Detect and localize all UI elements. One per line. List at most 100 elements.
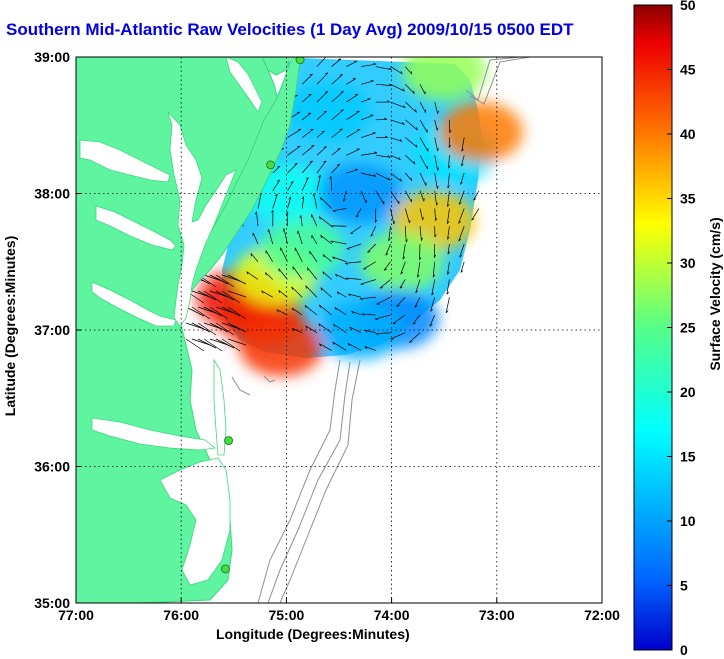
x-tick-label: 77:00 <box>58 607 94 623</box>
velocity-arrow-head <box>373 62 377 65</box>
delaware-bay <box>225 57 263 113</box>
velocity-arrow-head <box>403 105 406 109</box>
velocity-arrow <box>375 66 392 71</box>
velocity-arrow-head <box>367 97 371 100</box>
velocity-arrow <box>346 129 361 138</box>
velocity-arrow-head <box>360 283 364 286</box>
velocity-arrow <box>447 190 450 207</box>
y-tick-label: 36:00 <box>34 459 70 475</box>
velocity-arrow <box>197 306 217 314</box>
velocity-arrow <box>316 130 325 138</box>
velocity-arrow <box>215 290 235 301</box>
velocity-arrow <box>334 307 347 316</box>
velocity-arrow <box>367 243 377 253</box>
velocity-arrow <box>320 287 332 298</box>
velocity-arrow-head <box>320 197 322 201</box>
velocity-arrow-head <box>417 274 420 278</box>
velocity-arrow-head <box>340 91 344 93</box>
velocity-arrow-head <box>410 177 413 181</box>
velocity-arrow <box>375 332 391 335</box>
velocity-arrow-head <box>400 71 403 75</box>
velocity-arrow <box>404 226 407 243</box>
velocity-arrow <box>409 332 421 343</box>
velocity-arrow <box>319 343 332 351</box>
velocity-arrow <box>203 338 223 352</box>
velocity-arrow <box>434 155 439 171</box>
colorbar-tick-label: 30 <box>680 255 696 271</box>
albemarle-sound <box>91 417 216 451</box>
velocity-arrow <box>316 175 321 191</box>
velocity-arrow-head <box>318 216 321 220</box>
velocity-arrow <box>294 247 303 262</box>
velocity-arrow <box>330 240 347 245</box>
velocity-arrow-head <box>336 163 340 166</box>
x-tick-label: 74:00 <box>374 607 410 623</box>
velocity-arrow <box>316 146 327 156</box>
velocity-arrow <box>346 243 362 250</box>
velocity-arrow-head <box>329 176 332 180</box>
velocity-arrow <box>351 310 362 316</box>
colorbar-tick-label: 0 <box>680 642 688 658</box>
velocity-arrow-head <box>379 287 383 289</box>
velocity-arrow-head <box>419 257 422 261</box>
velocity-arrow-head <box>399 286 403 289</box>
velocity-arrow-head <box>375 333 379 336</box>
velocity-arrow-head <box>364 346 368 349</box>
velocity-arrow <box>261 290 273 298</box>
velocity-arrow-head <box>436 185 439 189</box>
velocity-arrow <box>390 66 403 75</box>
velocity-arrow <box>392 314 406 324</box>
velocity-arrow <box>459 243 465 258</box>
velocity-arrow <box>473 190 480 201</box>
velocity-arrow <box>405 101 417 113</box>
velocity-arrow <box>287 181 294 191</box>
velocity-arrow <box>227 274 247 285</box>
velocity-arrow-head <box>400 271 404 275</box>
land-cape-island <box>261 57 291 76</box>
velocity-arrow <box>272 165 281 174</box>
velocity-arrow-head <box>412 322 416 325</box>
velocity-arrow <box>360 279 376 285</box>
velocity-arrow <box>432 261 436 278</box>
velocity-arrow-head <box>415 144 418 148</box>
velocity-arrow-head <box>402 256 406 260</box>
velocity-arrow-head <box>437 148 439 152</box>
velocity-arrow-head <box>446 291 449 295</box>
velocity-arrow-head <box>332 256 335 260</box>
velocity-arrow <box>447 243 450 255</box>
velocity-arrow-head <box>278 268 280 272</box>
pamlico-sound <box>159 457 231 586</box>
velocity-arrow <box>316 72 329 85</box>
velocity-arrow-head <box>384 117 388 120</box>
velocity-arrow <box>431 279 436 296</box>
velocity-arrow-head <box>274 193 278 197</box>
velocity-arrow-head <box>398 157 401 161</box>
velocity-arrow <box>460 261 465 273</box>
velocity-arrow-head <box>448 144 451 148</box>
velocity-arrow <box>447 172 450 189</box>
velocity-arrow <box>390 83 405 92</box>
velocity-arrow <box>331 91 344 103</box>
velocity-arrow <box>433 243 436 258</box>
velocity-arrow <box>375 83 392 86</box>
y-tick-label: 35:00 <box>34 595 70 611</box>
velocity-arrow-head <box>436 127 439 131</box>
velocity-arrow-head <box>308 93 312 96</box>
velocity-arrow <box>419 84 426 95</box>
velocity-arrow <box>434 119 438 131</box>
velocity-arrow-head <box>292 328 295 331</box>
velocity-arrow-head <box>322 254 325 258</box>
velocity-arrow <box>419 137 429 152</box>
y-axis-ticks: 39:00 38:00 37:00 36:00 35:00 <box>34 49 81 611</box>
velocity-arrow <box>414 297 421 308</box>
velocity-arrow <box>445 297 450 313</box>
velocity-arrow <box>316 110 327 121</box>
velocity-arrow <box>346 78 357 85</box>
velocity-arrow-head <box>250 253 252 257</box>
velocity-arrow <box>383 261 391 271</box>
velocity-arrow-head <box>324 91 328 93</box>
velocity-arrow-head <box>294 162 298 165</box>
velocity-arrow <box>375 314 391 320</box>
